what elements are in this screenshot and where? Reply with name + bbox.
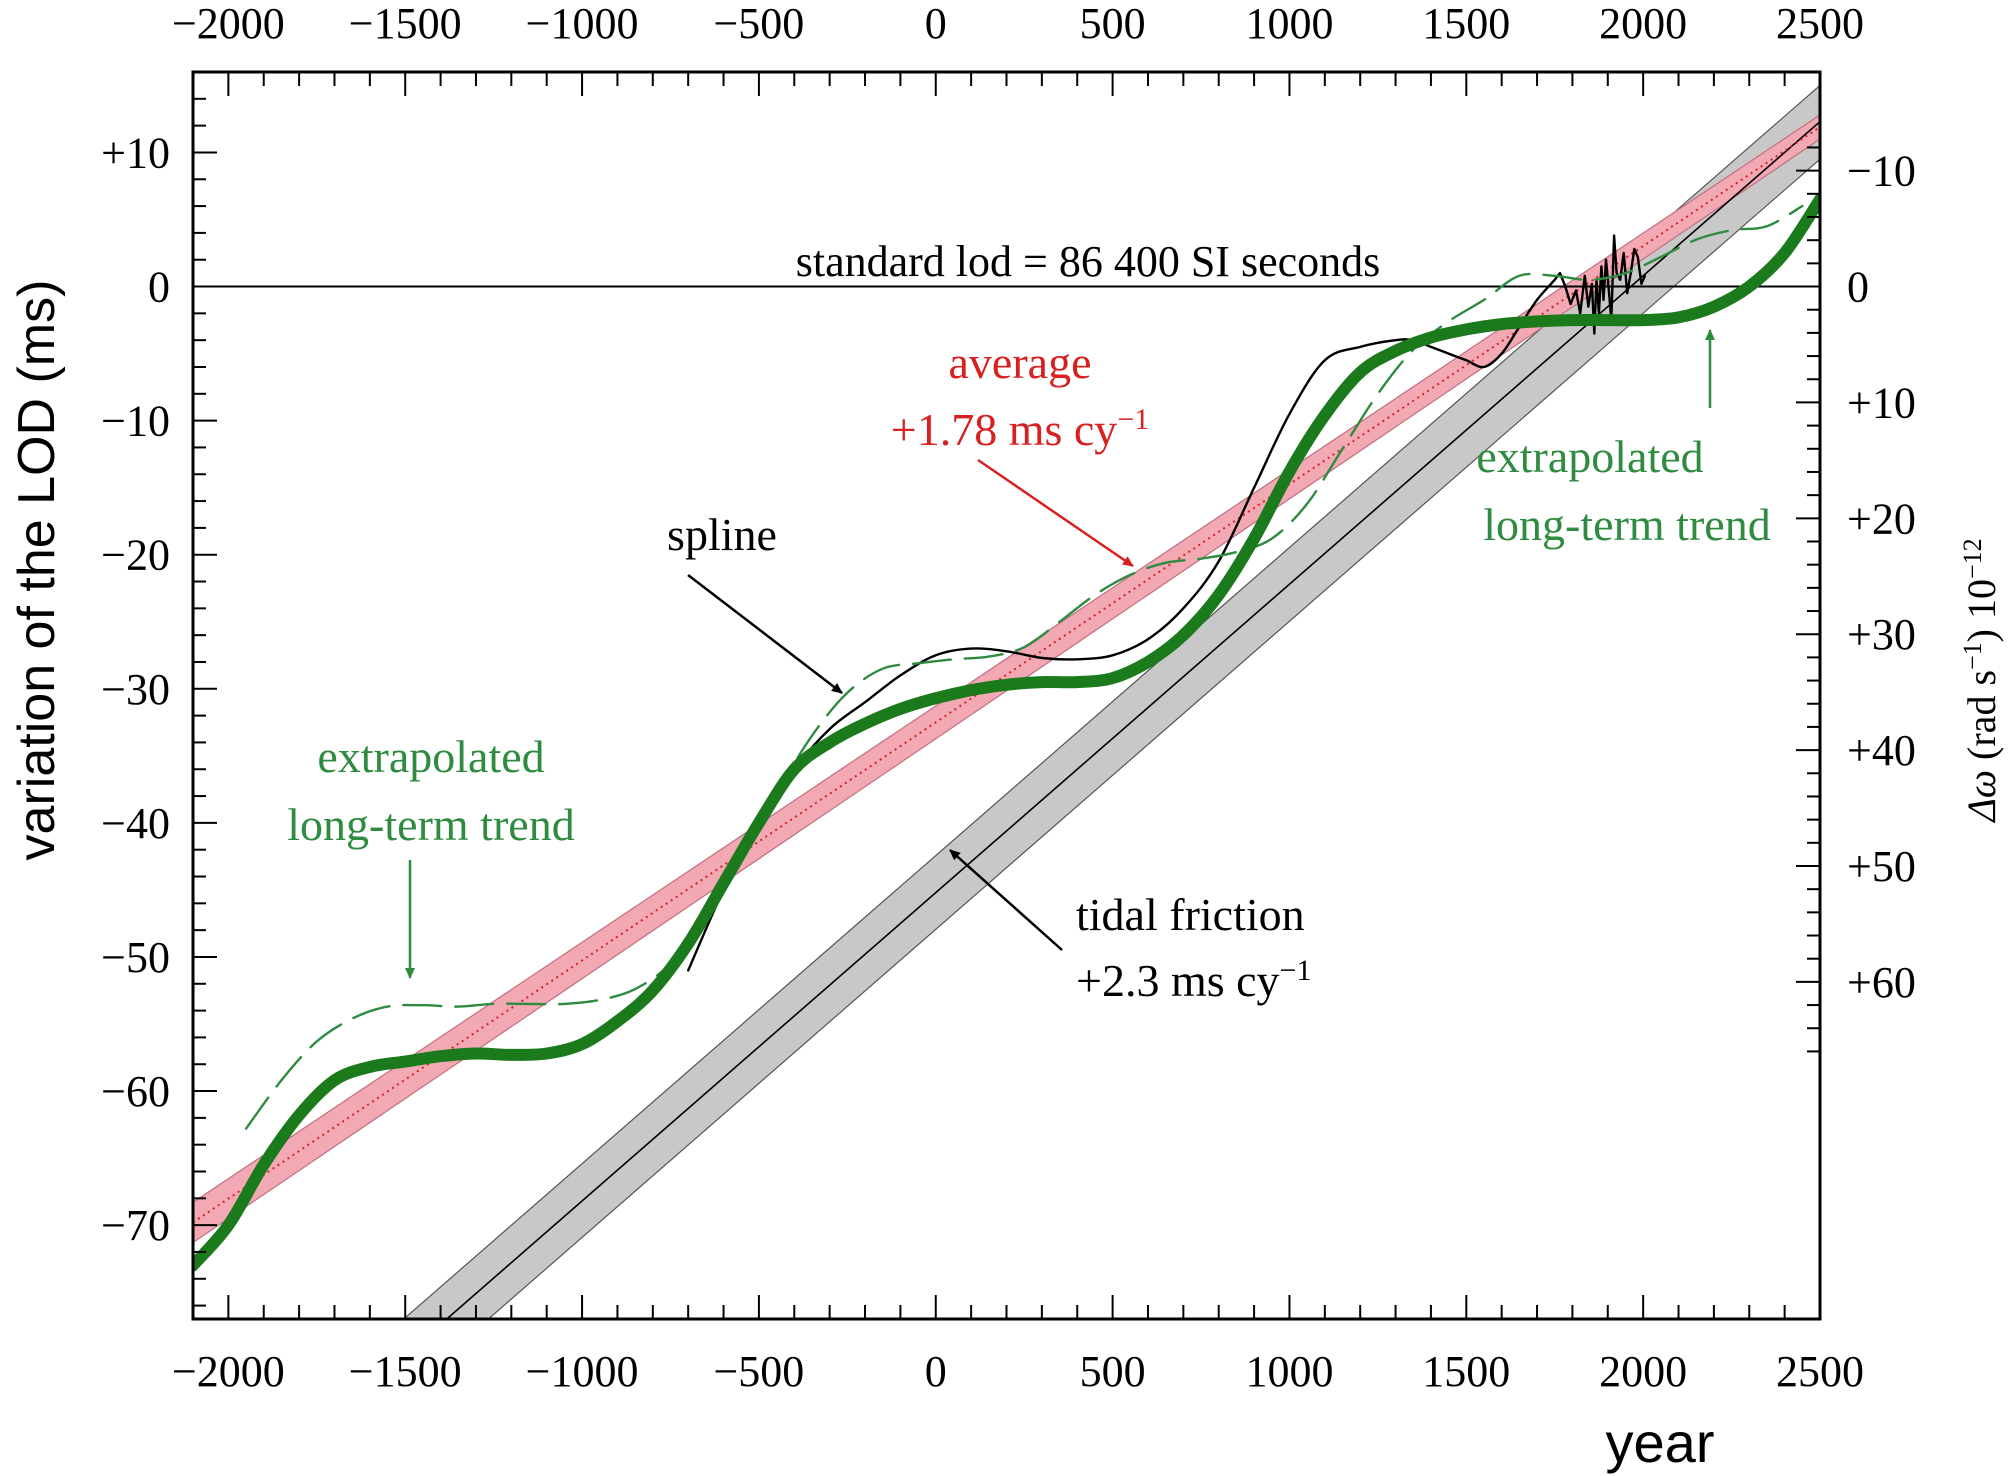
y-tick-label: −60 [101,1067,170,1116]
x-tick-label-bottom: 1000 [1245,1347,1333,1396]
y2-tick-label: +10 [1847,378,1916,427]
labels: −2000−2000−1500−1500−1000−1000−500−50000… [8,0,2004,1474]
y2-tick-label: +30 [1847,610,1916,659]
annotation-average-line-0: average [949,337,1092,388]
annotation-spline-text: spline [667,509,777,560]
x-tick-label-bottom: −1500 [349,1347,462,1396]
y-tick-label: +10 [101,128,170,177]
y2-tick-label: +40 [1847,726,1916,775]
y-tick-label: −20 [101,531,170,580]
y-tick-label: −30 [101,665,170,714]
annotation-spline-line-0: spline [667,509,777,560]
x-tick-label-top: 1500 [1422,0,1510,48]
y-tick-label: −40 [101,799,170,848]
annotation-average-line-1: +1.78 ms cy−1 [891,403,1149,456]
x-tick-label-bottom: 500 [1080,1347,1146,1396]
y2-axis-title-part: −1 [1958,642,1987,670]
annotation-tidal-text: tidal friction [1076,889,1305,940]
axes [191,70,1822,1321]
annotation-tidal-sup: −1 [1280,954,1312,987]
annotation-tidal-line-0: tidal friction [1076,889,1305,940]
series-line-0 [445,121,1820,1319]
x-tick-label-top: 2500 [1776,0,1864,48]
annotation-trend-right-line-1: long-term trend [1483,499,1770,550]
arrow-spline [687,574,843,694]
y-axis-title: variation of the LOD (ms) [8,280,66,861]
x-axis-title: year [1606,1411,1715,1474]
x-tick-label-top: −500 [713,0,804,48]
series-band-0 [402,84,1820,1319]
series-4 [244,204,1804,1130]
y2-axis-title-part: (rad s [1959,670,2004,770]
x-tick-label-bottom: 0 [925,1347,947,1396]
arrow-tidal [949,849,1063,951]
y2-axis-title-part: ) 10 [1959,579,2004,642]
y2-axis-title-part: Δω [1959,770,2004,824]
y-tick-label: −10 [101,397,170,446]
y2-tick-label: +50 [1847,842,1916,891]
x-tick-label-bottom: −500 [713,1347,804,1396]
y-tick-label: −50 [101,933,170,982]
y-tick-label: −70 [101,1201,170,1250]
annotation-trend-left-text: long-term trend [287,799,574,850]
series-2 [687,278,1556,972]
x-tick-label-bottom: 2000 [1599,1347,1687,1396]
x-tick-label-top: 2000 [1599,0,1687,48]
annotation-trend-left-text: extrapolated [317,731,544,782]
y2-tick-label: −10 [1847,147,1916,196]
standard-lod-label: standard lod = 86 400 SI seconds [796,237,1381,286]
annotation-trend-right-line-0: extrapolated [1476,431,1703,482]
annotation-average-text: +1.78 ms cy [891,404,1118,455]
x-tick-label-top: 1000 [1245,0,1333,48]
x-tick-label-top: −1500 [349,0,462,48]
series-band-1 [193,114,1820,1244]
annotation-average-text: average [949,337,1092,388]
annotation-trend-left-line-0: extrapolated [317,731,544,782]
x-tick-label-top: −2000 [172,0,285,48]
annotation-average-sup: −1 [1117,403,1149,436]
x-tick-label-bottom: −1000 [526,1347,639,1396]
x-tick-label-bottom: 2500 [1776,1347,1864,1396]
annotation-tidal-line-1: +2.3 ms cy−1 [1076,954,1311,1007]
x-tick-label-bottom: 1500 [1422,1347,1510,1396]
y2-axis-title: Δω (rad s−1) 10−12 [1958,538,2005,823]
annotation-tidal-text: +2.3 ms cy [1076,955,1280,1006]
x-tick-label-top: 0 [925,0,947,48]
y-tick-label: 0 [148,263,170,312]
series-5 [193,193,1820,1272]
x-tick-label-bottom: −2000 [172,1347,285,1396]
series-3 [1553,234,1647,335]
y2-tick-label: 0 [1847,263,1869,312]
annotation-trend-right-text: extrapolated [1476,431,1703,482]
annotation-trend-right-text: long-term trend [1483,499,1770,550]
x-tick-label-top: −1000 [526,0,639,48]
y2-tick-label: +60 [1847,958,1916,1007]
y2-tick-label: +20 [1847,494,1916,543]
plot-area [193,84,1820,1319]
arrow-average [977,458,1134,568]
x-tick-label-top: 500 [1080,0,1146,48]
annotation-trend-left-line-1: long-term trend [287,799,574,850]
y2-axis-title-part: −12 [1958,538,1987,579]
